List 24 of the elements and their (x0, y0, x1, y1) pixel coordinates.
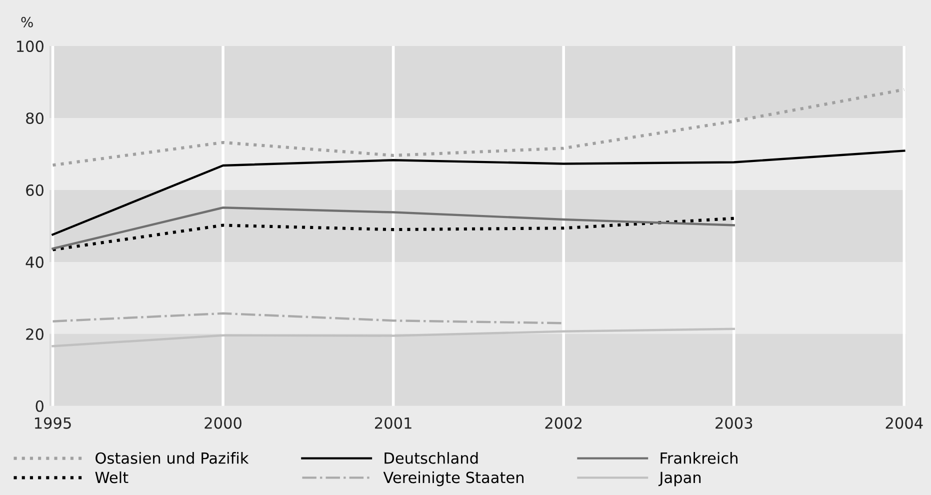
legend-label: Japan (658, 472, 701, 486)
legend-label: Deutschland (384, 452, 478, 464)
y-tick-label: 20 (26, 328, 44, 340)
x-tick-label: 2003 (716, 417, 752, 429)
legend-label: Frankreich (660, 452, 738, 464)
legend-label: Vereinigte Staaten (383, 471, 524, 486)
x-tick-label: 1995 (34, 417, 71, 429)
line-series (52, 150, 906, 236)
line-series (52, 328, 735, 348)
y-tick-label: 0 (36, 400, 44, 412)
y-axis-title: % (21, 16, 33, 28)
y-tick-label: 100 (17, 40, 44, 52)
y-tick-label: 80 (26, 112, 44, 124)
legend-label: Welt (95, 471, 128, 484)
legend-label: Ostasien und Pazifik (96, 452, 249, 464)
line-series (51, 88, 906, 167)
y-tick-label: 40 (26, 256, 44, 268)
x-tick-label: 2004 (886, 417, 923, 429)
line-series (51, 216, 736, 252)
x-tick-label: 2002 (545, 417, 582, 429)
x-tick-label: 2000 (204, 417, 242, 429)
line-series (52, 206, 735, 250)
y-tick-label: 60 (26, 184, 44, 196)
x-tick-label: 2001 (374, 417, 412, 429)
